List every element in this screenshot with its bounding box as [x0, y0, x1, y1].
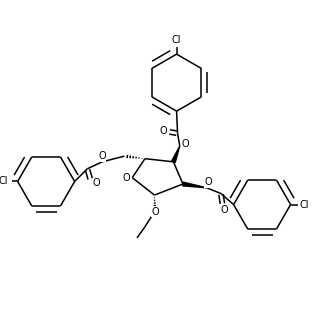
Text: O: O	[220, 205, 228, 214]
Text: O: O	[152, 207, 159, 216]
Polygon shape	[172, 146, 180, 163]
Text: O: O	[123, 173, 130, 183]
Text: O: O	[92, 178, 100, 188]
Text: Cl: Cl	[0, 177, 9, 186]
Text: O: O	[205, 178, 212, 187]
Text: Cl: Cl	[300, 200, 309, 210]
Text: O: O	[159, 126, 167, 136]
Text: Cl: Cl	[172, 35, 182, 45]
Text: O: O	[182, 139, 189, 149]
Text: O: O	[98, 151, 106, 161]
Polygon shape	[182, 182, 207, 188]
